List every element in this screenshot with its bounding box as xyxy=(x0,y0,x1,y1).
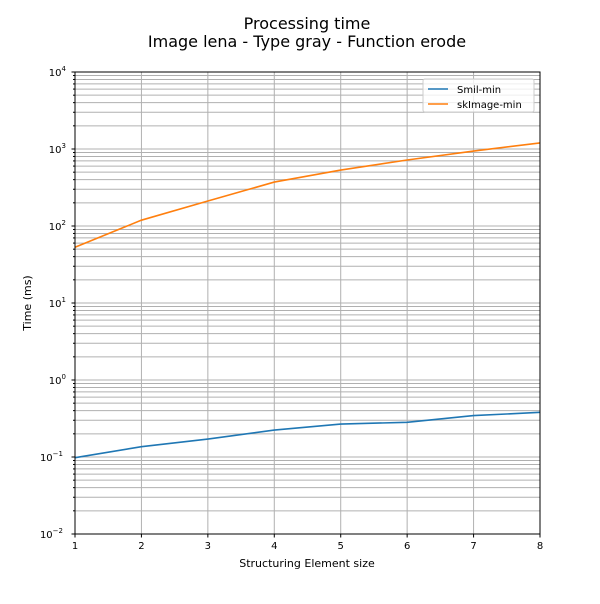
y-tick-exponent: 2 xyxy=(62,219,66,227)
y-tick-label: 101 xyxy=(49,296,66,310)
x-tick-label: 6 xyxy=(404,541,410,552)
y-tick-exponent: 0 xyxy=(62,373,66,381)
y-tick-base: 10 xyxy=(49,376,62,387)
y-tick-exponent: −2 xyxy=(53,527,63,535)
grid xyxy=(75,72,540,534)
legend-label: skImage-min xyxy=(457,100,522,111)
y-tick-base: 10 xyxy=(40,453,53,464)
y-tick-label: 100 xyxy=(49,373,66,387)
x-tick-label: 7 xyxy=(470,541,476,552)
y-tick-exponent: 1 xyxy=(62,296,66,304)
x-tick-label: 1 xyxy=(72,541,78,552)
x-tick-label: 2 xyxy=(138,541,144,552)
y-tick-label: 10−1 xyxy=(40,450,63,464)
y-tick-label: 10−2 xyxy=(40,527,63,541)
y-tick-base: 10 xyxy=(49,68,62,79)
x-tick-label: 8 xyxy=(537,541,543,552)
y-tick-label: 104 xyxy=(49,65,67,79)
y-tick-base: 10 xyxy=(49,145,62,156)
chart-title: Processing time xyxy=(244,14,371,33)
y-tick-exponent: 4 xyxy=(62,65,67,73)
y-tick-base: 10 xyxy=(40,530,53,541)
y-axis-label: Time (ms) xyxy=(21,275,34,331)
y-tick-base: 10 xyxy=(49,299,62,310)
y-tick-label: 102 xyxy=(49,219,66,233)
legend: Smil-min skImage-min xyxy=(423,79,534,112)
series-line-skimage-min xyxy=(75,143,540,247)
y-tick-base: 10 xyxy=(49,222,62,233)
legend-label: Smil-min xyxy=(457,85,501,96)
series-line-smil-min xyxy=(75,412,540,457)
y-tick-label: 103 xyxy=(49,142,66,156)
y-tick-exponent: −1 xyxy=(53,450,63,458)
chart-subtitle: Image lena - Type gray - Function erode xyxy=(148,32,466,51)
x-axis-label: Structuring Element size xyxy=(239,557,375,570)
x-tick-label: 3 xyxy=(205,541,211,552)
y-tick-exponent: 3 xyxy=(62,142,66,150)
x-tick-label: 4 xyxy=(271,541,277,552)
x-tick-label: 5 xyxy=(338,541,344,552)
